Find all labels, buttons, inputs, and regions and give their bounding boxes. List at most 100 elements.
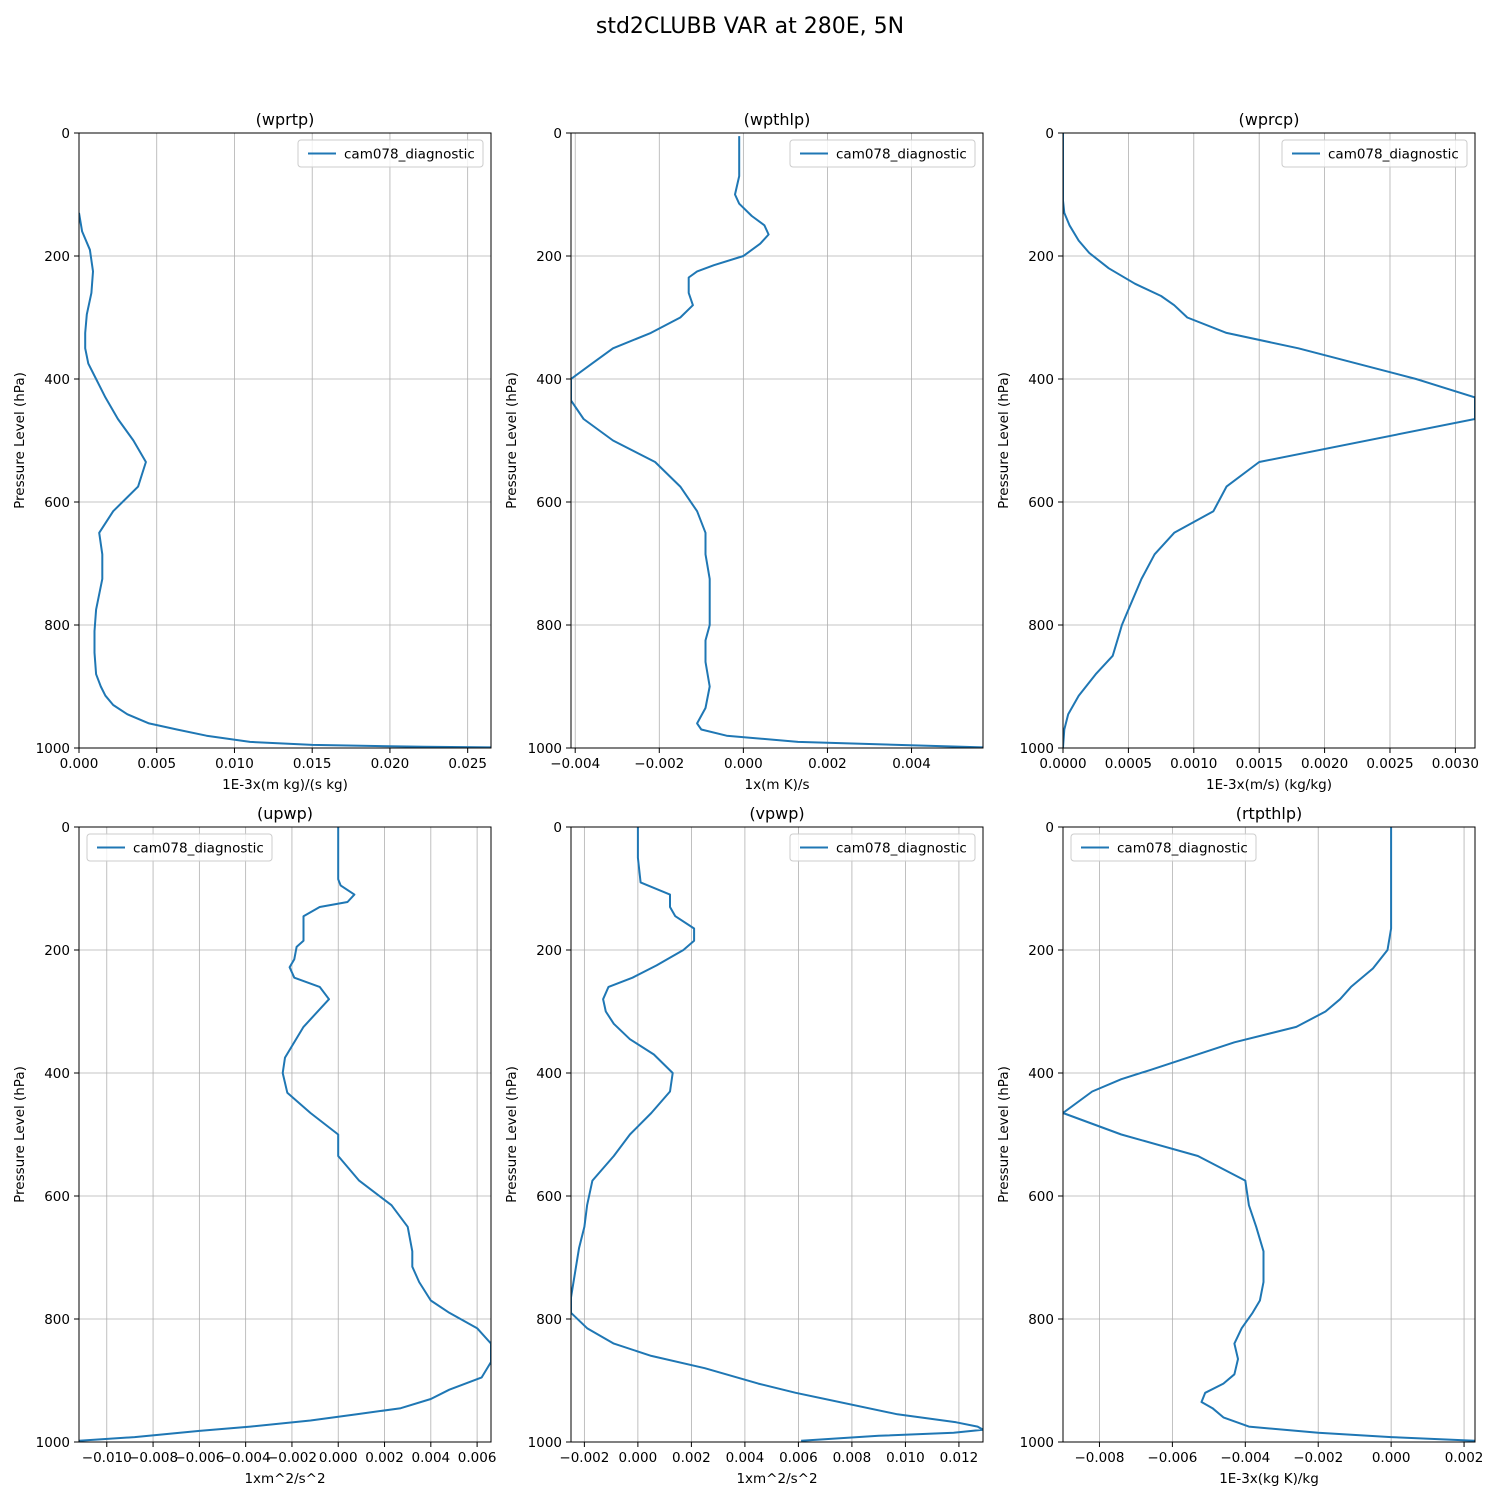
x-tick-label: −0.008 [1074,1450,1124,1466]
legend-box [297,139,484,168]
figure-title: std2CLUBB VAR at 280E, 5N [595,14,905,39]
axes-frame [1062,132,1476,749]
y-tick-label: 200 [1028,943,1054,959]
x-tick-label: 0.000 [619,1450,658,1466]
legend-box [789,139,976,168]
x-tick-label: 0.010 [886,1450,925,1466]
y-tick-label: 200 [1028,249,1054,265]
y-tick-label: 1000 [1020,1435,1054,1451]
x-tick-label: −0.002 [1293,1450,1343,1466]
y-tick-label: 0 [61,126,70,142]
y-tick-label: 0 [61,820,70,836]
y-tick-label: 400 [1028,372,1054,388]
legend-label: cam078_diagnostic [836,841,967,857]
subplot-title: (rtpthlp) [1236,804,1303,823]
x-tick-label: −0.008 [128,1450,178,1466]
legend: cam078_diagnostic [789,833,976,862]
x-tick-label: 0.005 [137,756,176,772]
x-tick-label: 0.000 [60,756,99,772]
legend-box [789,833,976,862]
y-tick-label: 400 [1028,1066,1054,1082]
legend: cam078_diagnostic [1281,139,1468,168]
x-tick-label: −0.002 [559,1450,609,1466]
y-tick-label: 600 [536,495,562,511]
y-tick-label: 0 [1045,820,1054,836]
x-tick-label: 0.000 [1372,1450,1411,1466]
series-line-cam078_diagnostic [571,827,983,1442]
subplot-6: −0.008 −0.006 −0.004 −0.002 0.000 0.002 0 200 40… [996,804,1483,1487]
x-tick-label: 0.000 [319,1450,358,1466]
y-axis-label: Pressure Level (hPa) [504,1066,520,1203]
x-tick-label: 0.012 [940,1450,979,1466]
y-tick-label: 200 [536,943,562,959]
series-line-cam078_diagnostic [79,212,491,748]
y-tick-label: 400 [44,1066,70,1082]
y-tick-label: 0 [553,820,562,836]
y-tick-label: 600 [536,1189,562,1205]
y-tick-label: 800 [44,618,70,634]
y-tick-label: 1000 [528,1435,562,1451]
x-tick-label: 0.002 [365,1450,404,1466]
subplot-1: 0.000 0.005 0.010 0.015 0.020 0.025 0 200 400 600… [12,110,492,793]
x-tick-label: −0.002 [634,756,684,772]
legend-label: cam078_diagnostic [1328,147,1459,163]
x-tick-label: −0.002 [267,1450,317,1466]
x-tick-label: 0.015 [293,756,332,772]
legend-box [86,833,273,862]
y-axis-label: Pressure Level (hPa) [12,1066,28,1203]
subplot-2: −0.004 −0.002 0.000 0.002 0.004 0 200 400 600 800… [504,110,984,793]
y-tick-label: 800 [536,618,562,634]
y-tick-label: 200 [44,249,70,265]
series-line-cam078_diagnostic [79,827,491,1442]
y-tick-label: 0 [553,126,562,142]
x-tick-label: −0.004 [1220,1450,1270,1466]
legend-box [1070,833,1257,862]
x-axis-label: 1E-3x(m kg)/(s kg) [222,777,348,793]
y-tick-label: 400 [536,372,562,388]
legend-box [1281,139,1468,168]
x-axis-label: 1xm^2/s^2 [244,1471,325,1487]
subplot-title: (wpthlp) [744,110,811,129]
x-axis-label: 1E-3x(m/s) (kg/kg) [1206,777,1332,793]
y-axis-label: Pressure Level (hPa) [504,372,520,509]
subplot-4: −0.010−0.008−0.006−0.004−0.002 0.000 0.002… [12,804,496,1487]
y-tick-label: 600 [44,1189,70,1205]
x-tick-label: 0.002 [808,756,847,772]
x-axis-label: 1x(m K)/s [745,777,810,793]
x-tick-label: 0.000 [724,756,763,772]
y-tick-label: 600 [44,495,70,511]
y-tick-label: 200 [536,249,562,265]
x-tick-label: 0.0030 [1432,756,1479,772]
x-tick-label: 0.0020 [1301,756,1348,772]
legend: cam078_diagnostic [86,833,273,862]
x-axis-label: 1xm^2/s^2 [736,1471,817,1487]
x-tick-label: 0.0005 [1105,756,1152,772]
y-tick-label: 800 [1028,1312,1054,1328]
x-tick-label: 0.010 [215,756,254,772]
y-tick-label: 800 [1028,618,1054,634]
x-tick-label: 0.020 [371,756,410,772]
series-line-cam078_diagnostic [1063,133,1475,748]
y-tick-label: 600 [1028,495,1054,511]
subplot-title: (wprcp) [1239,110,1300,129]
y-tick-label: 800 [44,1312,70,1328]
x-tick-label: 0.0025 [1366,756,1413,772]
y-tick-label: 800 [536,1312,562,1328]
x-tick-label: 0.006 [458,1450,497,1466]
y-tick-label: 600 [1028,1189,1054,1205]
legend: cam078_diagnostic [297,139,484,168]
y-axis-label: Pressure Level (hPa) [996,372,1012,509]
y-tick-label: 400 [536,1066,562,1082]
subplot-5: −0.002 0.000 0.002 0.004 0.006 0.008 0.010 0.01… [504,804,984,1487]
y-tick-label: 1000 [528,741,562,757]
subplot-title: (vpwp) [749,804,804,823]
y-tick-label: 0 [1045,126,1054,142]
x-tick-label: 0.006 [779,1450,818,1466]
x-axis-label: 1E-3x(kg K)/kg [1219,1471,1319,1487]
legend-label: cam078_diagnostic [836,147,967,163]
series-line-cam078_diagnostic [571,136,983,748]
axes-frame [570,132,984,749]
axes-frame [78,826,492,1443]
x-tick-label: 0.0015 [1236,756,1283,772]
